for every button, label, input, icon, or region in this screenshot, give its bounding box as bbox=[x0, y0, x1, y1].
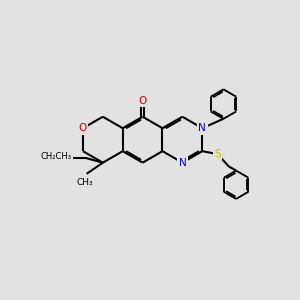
Text: S: S bbox=[214, 149, 221, 159]
Text: CH₃: CH₃ bbox=[77, 178, 94, 187]
Text: O: O bbox=[79, 123, 87, 133]
Text: N: N bbox=[178, 158, 186, 168]
Text: CH₂CH₃: CH₂CH₃ bbox=[40, 152, 71, 161]
Text: N: N bbox=[198, 123, 206, 133]
Text: O: O bbox=[139, 96, 147, 106]
